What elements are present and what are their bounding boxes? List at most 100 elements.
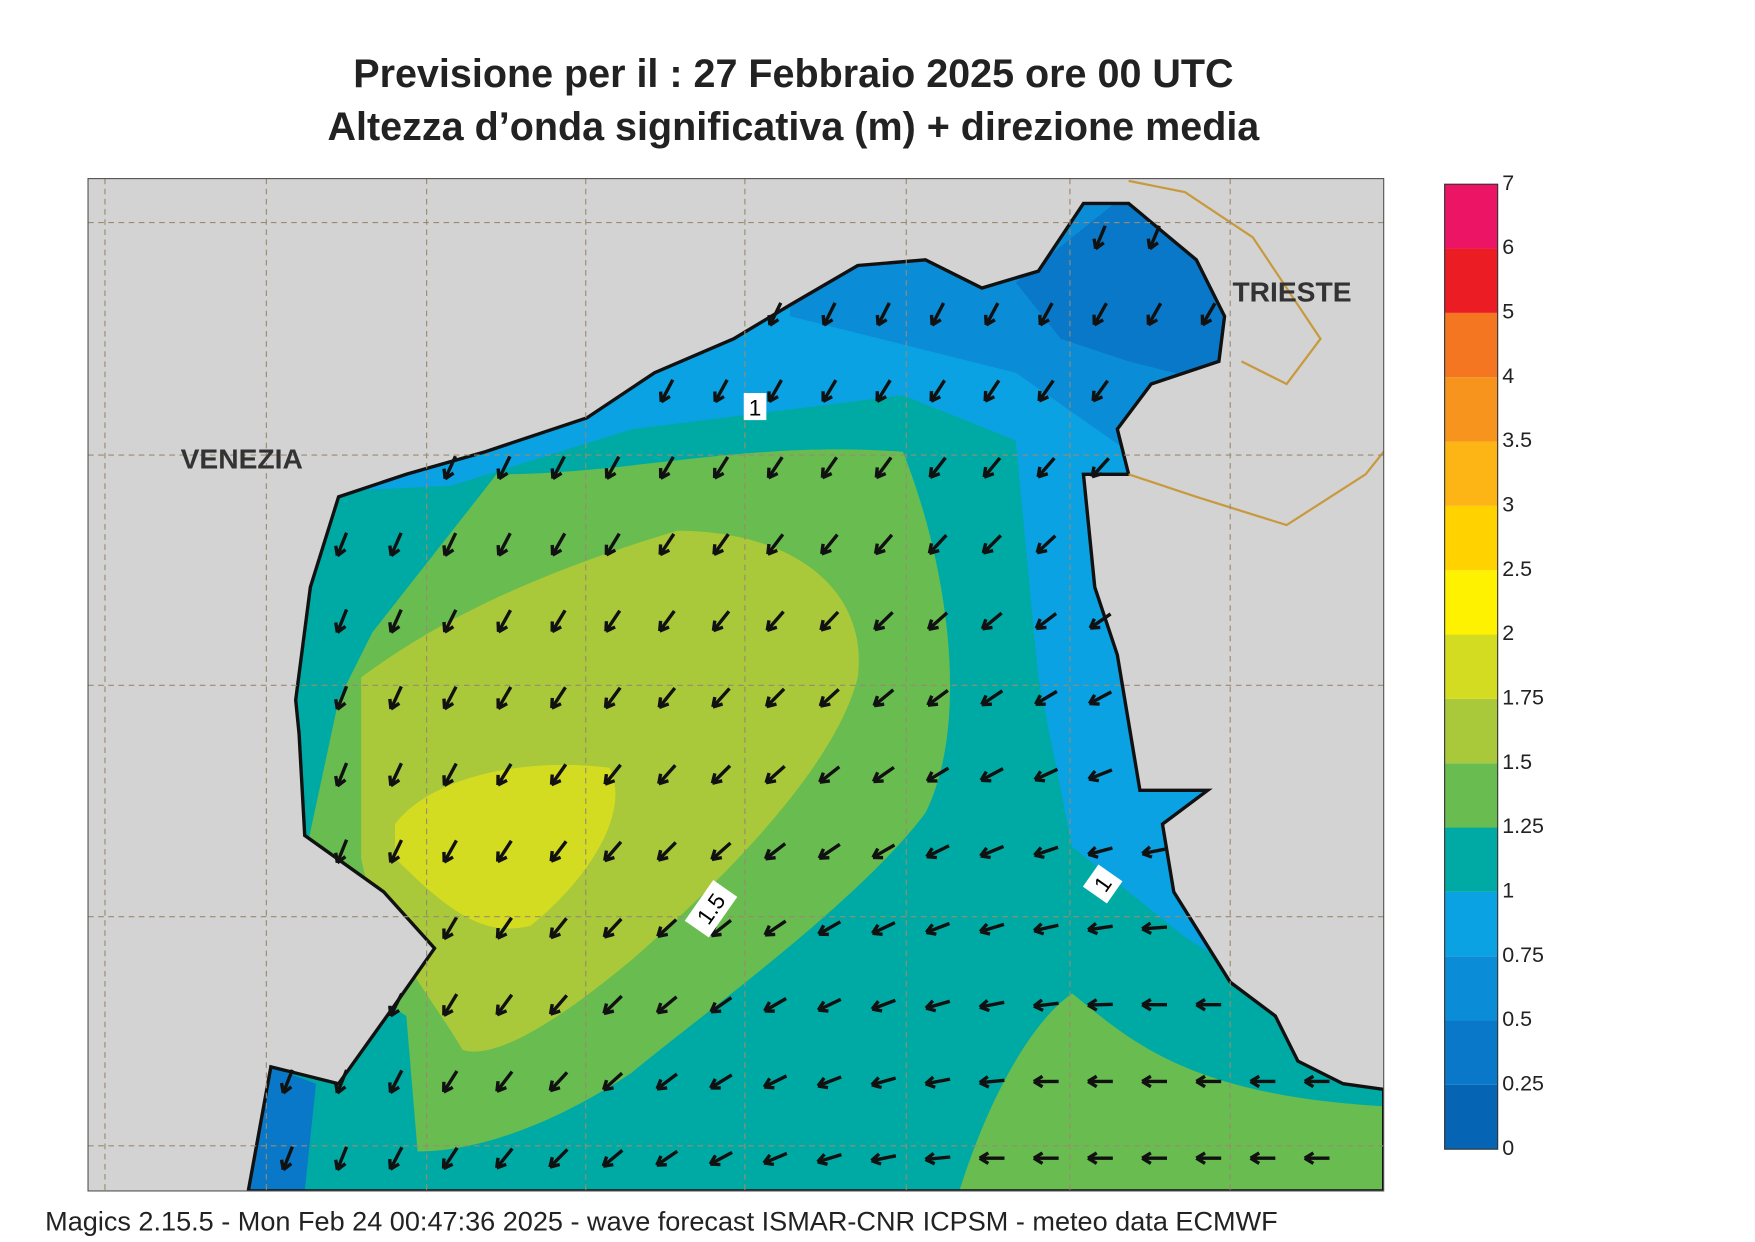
contour-label-text: 1 xyxy=(749,396,762,421)
wave-arrow xyxy=(442,916,459,941)
wave-arrow xyxy=(279,1146,294,1172)
wave-arrow xyxy=(764,687,786,709)
wave-arrow xyxy=(1146,225,1161,251)
wave-arrow xyxy=(1141,1074,1167,1089)
colorbar-label: 1 xyxy=(1502,879,1514,903)
colorbar-swatch xyxy=(1444,891,1498,957)
wave-arrow xyxy=(1032,1151,1059,1165)
wave-arrow xyxy=(655,995,678,1015)
colorbar-label: 3 xyxy=(1502,493,1514,517)
wave-arrow xyxy=(658,532,676,557)
map xyxy=(88,178,1384,1191)
wave-arrow xyxy=(980,689,1004,707)
wave-arrow xyxy=(549,840,568,863)
wave-arrow xyxy=(1141,845,1168,859)
colorbar-swatch xyxy=(1444,827,1498,892)
wave-arrow xyxy=(983,302,1000,327)
wave-arrow xyxy=(871,843,896,860)
wave-arrow xyxy=(388,685,403,711)
wave-arrow xyxy=(655,1072,678,1091)
wave-arrow xyxy=(765,610,785,632)
wave-arrow xyxy=(388,992,404,1018)
wave-arrow xyxy=(927,534,948,555)
wave-arrow xyxy=(924,921,951,936)
wave-arrow xyxy=(388,1146,404,1171)
wave-arrow xyxy=(604,532,621,557)
wave-arrow xyxy=(925,766,950,783)
wave-arrow xyxy=(657,609,676,633)
wave-arrow xyxy=(766,533,785,556)
wave-arrow xyxy=(1249,1074,1276,1089)
subtitle: Altezza d’onda significativa (m) + direz… xyxy=(328,105,1261,149)
wave-arrow xyxy=(816,1075,842,1090)
wave-arrow xyxy=(602,1071,624,1092)
wave-arrow xyxy=(496,609,512,634)
wave-arrow xyxy=(495,839,513,864)
wave-arrow xyxy=(871,766,895,784)
wave-arrow xyxy=(1087,690,1113,706)
wave-arrow xyxy=(818,688,840,708)
wave-arrow xyxy=(658,455,675,480)
wave-arrow xyxy=(927,611,949,631)
colorbar-label: 0.75 xyxy=(1502,943,1544,967)
wave-arrow xyxy=(978,1151,1005,1165)
wave-arrow xyxy=(874,456,893,480)
colorbar-swatch xyxy=(1444,248,1498,313)
wave-arrow xyxy=(981,534,1003,555)
wave-arrow xyxy=(442,993,459,1017)
wave-arrow xyxy=(1303,1151,1330,1165)
wave-arrow xyxy=(496,532,512,557)
wave-arrow xyxy=(495,1147,514,1170)
wave-arrow xyxy=(495,993,514,1017)
colorbar-label: 1.5 xyxy=(1502,750,1532,774)
wave-arrow xyxy=(442,455,458,481)
wave-arrow xyxy=(549,917,568,940)
wave-arrow xyxy=(441,1146,459,1171)
wave-arrow xyxy=(817,920,842,937)
wave-arrow xyxy=(334,532,349,558)
wave-arrow xyxy=(711,687,731,709)
colorbar-swatch xyxy=(1444,505,1498,571)
wave-arrow xyxy=(983,379,1001,403)
wave-arrow xyxy=(441,1070,459,1094)
wave-arrow xyxy=(388,762,403,788)
wave-arrow xyxy=(763,919,787,937)
wave-arrow xyxy=(1087,1151,1113,1165)
wave-arrow xyxy=(548,1148,569,1169)
colorbar-label: 0.5 xyxy=(1502,1007,1532,1031)
colorbar-swatch xyxy=(1444,441,1498,506)
wave-arrow xyxy=(442,609,458,634)
wave-arrow xyxy=(495,916,513,940)
wave-arrow xyxy=(388,1069,404,1094)
wave-arrow xyxy=(710,764,732,785)
title: Previsione per il : 27 Febbraio 2025 ore… xyxy=(353,52,1233,96)
colorbar-label: 5 xyxy=(1502,300,1514,324)
wave-arrow xyxy=(1032,1074,1059,1089)
wave-arrow xyxy=(871,921,896,936)
colorbar-swatch xyxy=(1444,570,1498,635)
colorbar-swatch xyxy=(1444,1084,1498,1150)
wave-arrow xyxy=(334,762,349,788)
wave-arrow xyxy=(1088,612,1112,630)
wave-arrow xyxy=(817,842,841,860)
wave-arrow xyxy=(550,455,566,480)
wave-arrow xyxy=(442,839,458,864)
wave-arrow xyxy=(388,532,403,558)
colorbar-label: 2.5 xyxy=(1502,557,1532,581)
wave-arrow xyxy=(870,998,896,1013)
wave-arrow xyxy=(982,456,1002,479)
wave-arrow xyxy=(495,1070,514,1093)
wave-arrow xyxy=(764,764,786,785)
wave-arrow xyxy=(550,686,567,710)
wave-arrow xyxy=(816,997,842,1013)
colorbar-label: 6 xyxy=(1502,235,1514,259)
wave-arrow xyxy=(1036,457,1056,479)
colorbar-label: 3.5 xyxy=(1502,428,1532,452)
wave-arrow xyxy=(712,456,730,480)
wave-arrow xyxy=(334,839,349,865)
wave-arrow xyxy=(334,1146,349,1172)
wave-arrow xyxy=(1195,1074,1222,1089)
wave-arrow xyxy=(1087,998,1113,1012)
wave-arrow xyxy=(820,456,839,480)
colorbar-label: 1.75 xyxy=(1502,686,1544,710)
